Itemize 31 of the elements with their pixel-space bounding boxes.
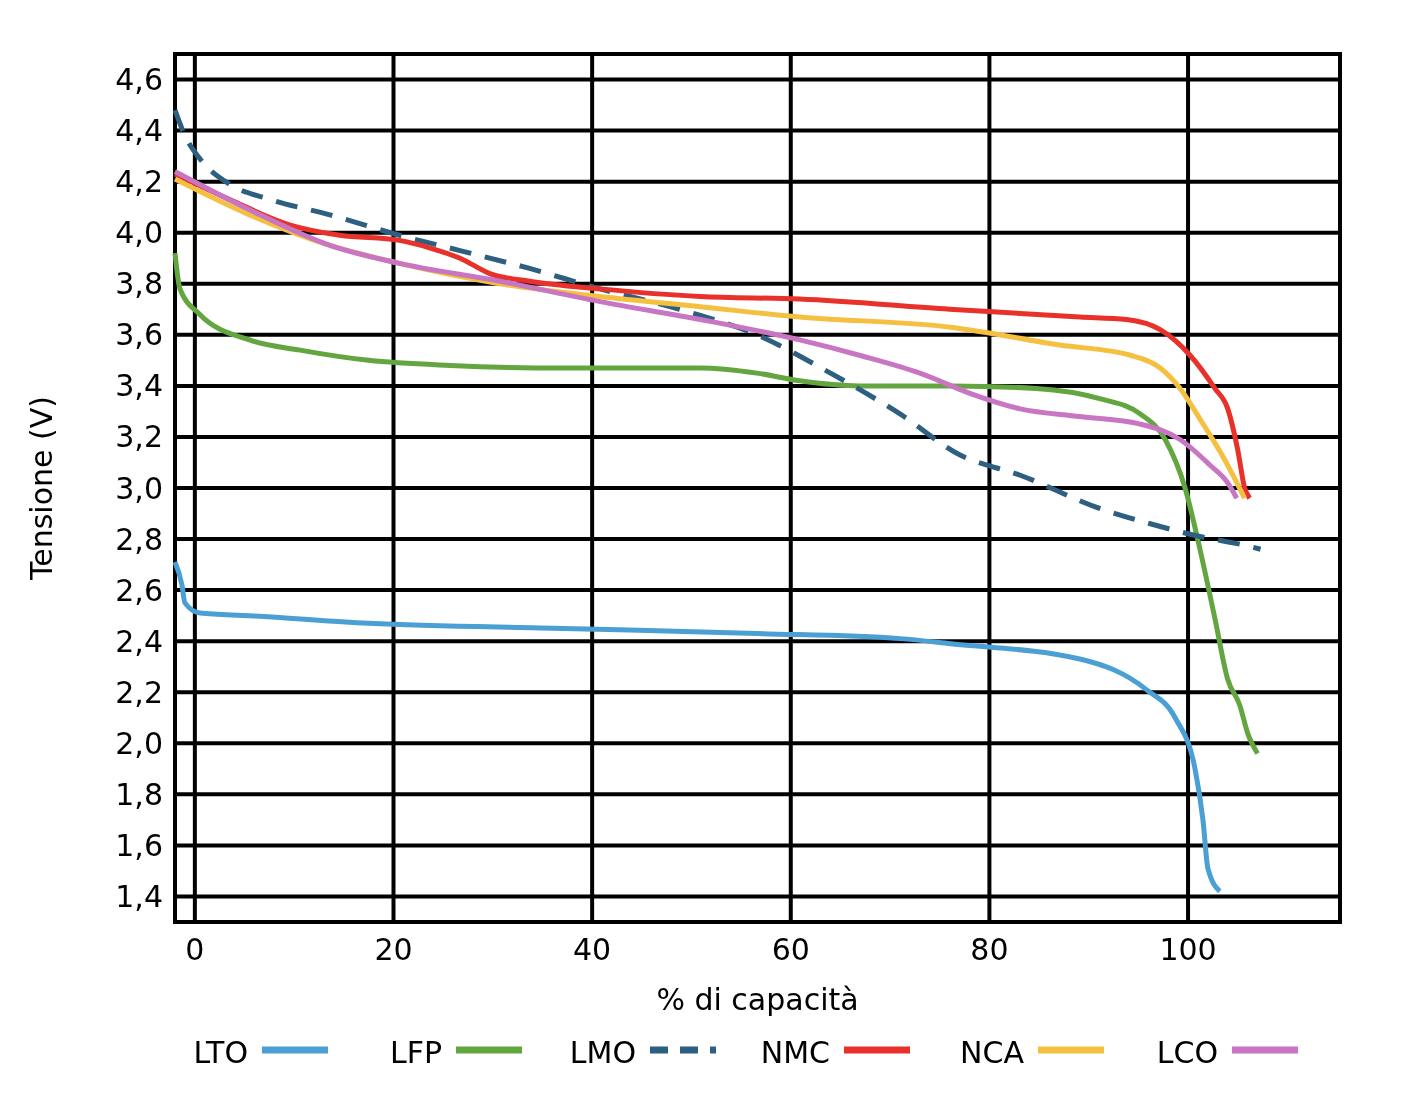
legend-label: LCO — [1156, 1034, 1218, 1070]
y-tick-label: 4,2 — [115, 164, 163, 200]
y-tick-label: 2,4 — [115, 623, 163, 659]
legend-label: NMC — [760, 1034, 830, 1070]
y-tick-label: 4,0 — [115, 215, 163, 251]
legend-label: LMO — [569, 1034, 636, 1070]
legend-label: NCA — [960, 1034, 1025, 1070]
legend-label: LFP — [389, 1034, 442, 1070]
x-tick-label: 80 — [970, 932, 1009, 967]
legend-label: LTO — [193, 1034, 248, 1070]
y-tick-label: 2,6 — [115, 572, 163, 608]
x-tick-label: 40 — [573, 932, 612, 967]
y-tick-label: 3,6 — [115, 317, 163, 353]
x-tick-label: 100 — [1159, 932, 1217, 967]
x-tick-label: 60 — [771, 932, 810, 967]
x-tick-label: 0 — [185, 932, 205, 967]
y-tick-label: 3,2 — [115, 419, 163, 455]
y-tick-label: 2,2 — [115, 674, 163, 710]
y-tick-label: 2,8 — [115, 521, 163, 557]
x-tick-label: 20 — [374, 932, 413, 967]
y-tick-label: 3,0 — [115, 470, 163, 506]
y-tick-label: 4,4 — [115, 113, 163, 149]
y-tick-label: 2,0 — [115, 725, 163, 761]
y-tick-label: 1,8 — [115, 776, 163, 812]
y-tick-label: 1,4 — [115, 878, 163, 914]
y-tick-label: 3,8 — [115, 266, 163, 302]
y-tick-label: 4,6 — [115, 62, 163, 98]
y-axis-title: Tensione (V) — [24, 396, 59, 581]
y-tick-label: 3,4 — [115, 368, 163, 404]
x-axis-title: % di capacità — [656, 982, 859, 1017]
y-tick-label: 1,6 — [115, 827, 163, 863]
